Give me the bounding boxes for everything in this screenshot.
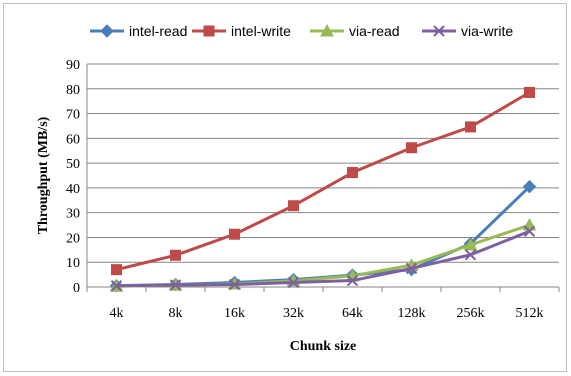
legend-item-intel-write: intel-write bbox=[192, 23, 291, 39]
x-tick-label: 32k bbox=[283, 306, 304, 321]
y-tick-label: 90 bbox=[66, 58, 80, 73]
line-chart: 0 10 20 30 40 50 60 70 80 90 4k 8k 16k 32k 64k 128k 256k… bbox=[36, 23, 560, 354]
legend-marker bbox=[203, 25, 215, 37]
x-tick-label: 512k bbox=[516, 306, 544, 321]
data-point-via-write bbox=[110, 280, 123, 292]
series-line-intel-read bbox=[116, 185, 531, 288]
series-via-write bbox=[110, 225, 536, 292]
x-tick-label: 64k bbox=[342, 306, 363, 321]
legend-label: via-read bbox=[349, 23, 400, 39]
legend-marker bbox=[320, 23, 334, 37]
y-tick-label: 0 bbox=[73, 281, 80, 296]
chart-frame: 0 10 20 30 40 50 60 70 80 90 4k 8k 16k 32k 64k 128k 256k… bbox=[3, 3, 567, 372]
data-point-via-read bbox=[463, 237, 478, 251]
x-tick-label: 4k bbox=[110, 306, 124, 321]
data-point-via-write bbox=[405, 262, 418, 275]
x-axis-title: Chunk size bbox=[290, 339, 357, 354]
data-point-intel-write bbox=[347, 167, 358, 179]
y-tick-label: 40 bbox=[66, 182, 80, 197]
y-tick-label: 50 bbox=[66, 157, 80, 172]
y-tick-label: 80 bbox=[66, 83, 80, 98]
legend-label: intel-write bbox=[231, 23, 291, 39]
data-point-via-write bbox=[228, 278, 241, 291]
x-tick-label: 8k bbox=[169, 306, 183, 321]
y-tick-label: 60 bbox=[66, 132, 80, 147]
legend-item-via-write: via-write bbox=[422, 23, 513, 39]
y-tick-label: 20 bbox=[66, 231, 80, 246]
series-intel-read bbox=[109, 179, 537, 293]
x-tick-label: 16k bbox=[224, 306, 245, 321]
data-point-via-write bbox=[287, 276, 300, 289]
legend-label: via-write bbox=[461, 23, 513, 39]
series-line-via-write bbox=[116, 229, 531, 288]
y-tick-label: 30 bbox=[66, 207, 80, 222]
x-tick-label: 128k bbox=[398, 306, 426, 321]
data-point-intel-write bbox=[170, 249, 181, 261]
data-point-intel-write bbox=[288, 200, 299, 212]
data-point-intel-read bbox=[522, 179, 537, 194]
legend-marker bbox=[433, 25, 445, 37]
legend-marker bbox=[100, 24, 114, 38]
x-tick-label: 256k bbox=[457, 306, 485, 321]
data-point-intel-write bbox=[406, 142, 417, 154]
data-point-intel-write bbox=[524, 86, 535, 98]
y-axis-title: Throughput (MB/s) bbox=[36, 116, 51, 234]
series-intel-write bbox=[111, 86, 535, 276]
legend-item-via-read: via-read bbox=[310, 23, 400, 39]
data-point-via-write bbox=[464, 249, 477, 261]
data-point-intel-write bbox=[111, 264, 122, 276]
data-point-via-write bbox=[346, 274, 359, 287]
data-point-via-write bbox=[523, 225, 536, 237]
series-line-intel-write bbox=[116, 91, 531, 272]
data-point-intel-write bbox=[229, 228, 240, 240]
legend-item-intel-read: intel-read bbox=[90, 23, 187, 39]
legend-label: intel-read bbox=[129, 23, 187, 39]
data-point-via-write bbox=[169, 279, 182, 291]
data-point-intel-write bbox=[465, 121, 476, 133]
y-tick-label: 10 bbox=[66, 256, 80, 271]
y-tick-label: 70 bbox=[66, 108, 80, 123]
